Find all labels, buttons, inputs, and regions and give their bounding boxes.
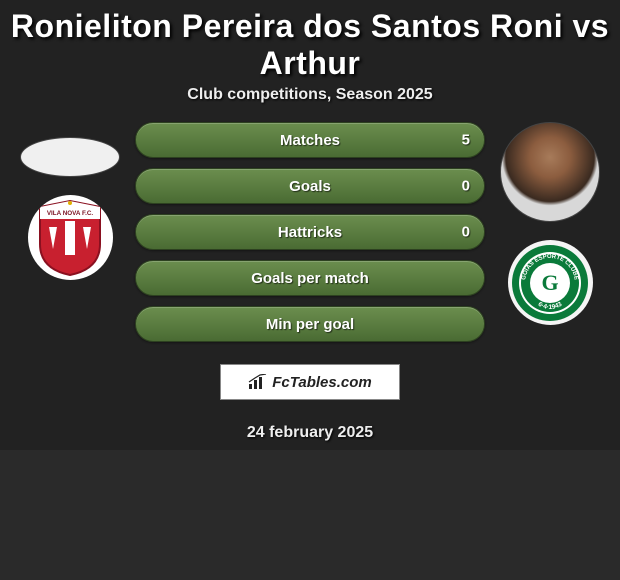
- stat-value-right: 5: [462, 132, 470, 149]
- stat-min-per-goal: Min per goal: [135, 306, 485, 342]
- chart-icon: [248, 374, 268, 390]
- brand-text: FcTables.com: [272, 374, 371, 391]
- stat-label: Hattricks: [278, 224, 342, 241]
- stat-goals: Goals 0: [135, 168, 485, 204]
- club-right-badge: G GOIÁS ESPORTE CLUBE 6·4·1943: [508, 240, 593, 325]
- player-left-avatar: [20, 137, 120, 177]
- date: 24 february 2025: [135, 424, 485, 442]
- stat-label: Min per goal: [266, 316, 354, 333]
- comparison-card: Ronieliton Pereira dos Santos Roni vs Ar…: [0, 0, 620, 450]
- subtitle: Club competitions, Season 2025: [0, 86, 620, 104]
- page-title: Ronieliton Pereira dos Santos Roni vs Ar…: [0, 0, 620, 86]
- stat-matches: Matches 5: [135, 122, 485, 158]
- club-left-badge: VILA NOVA F.C.: [28, 195, 113, 280]
- club-left-name: VILA NOVA F.C.: [47, 210, 94, 217]
- stat-value-right: 0: [462, 178, 470, 195]
- stat-label: Goals per match: [251, 270, 369, 287]
- stat-value-right: 0: [462, 224, 470, 241]
- goias-badge-icon: G GOIÁS ESPORTE CLUBE 6·4·1943: [511, 244, 589, 322]
- player-left-column: VILA NOVA F.C.: [15, 122, 125, 280]
- vila-nova-shield-icon: VILA NOVA F.C.: [35, 199, 105, 277]
- stats-column: Matches 5 Goals 0 Hattricks 0 Goals per …: [135, 122, 485, 442]
- stat-label: Matches: [280, 132, 340, 149]
- main-row: VILA NOVA F.C. Matches 5 Goals 0: [0, 122, 620, 442]
- stat-goals-per-match: Goals per match: [135, 260, 485, 296]
- svg-text:G: G: [541, 270, 558, 295]
- brand-box: FcTables.com: [220, 364, 400, 400]
- player-right-column: G GOIÁS ESPORTE CLUBE 6·4·1943: [495, 122, 605, 325]
- player-right-avatar: [500, 122, 600, 222]
- stat-hattricks: Hattricks 0: [135, 214, 485, 250]
- stat-label: Goals: [289, 178, 331, 195]
